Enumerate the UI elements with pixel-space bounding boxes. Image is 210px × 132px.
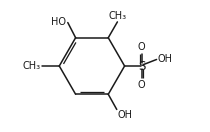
Text: CH₃: CH₃: [108, 11, 126, 21]
Text: OH: OH: [157, 54, 172, 64]
Text: HO: HO: [51, 17, 66, 27]
Text: O: O: [138, 42, 145, 52]
Text: CH₃: CH₃: [23, 61, 41, 71]
Text: S: S: [138, 60, 145, 72]
Text: O: O: [138, 80, 145, 90]
Text: OH: OH: [117, 110, 133, 120]
